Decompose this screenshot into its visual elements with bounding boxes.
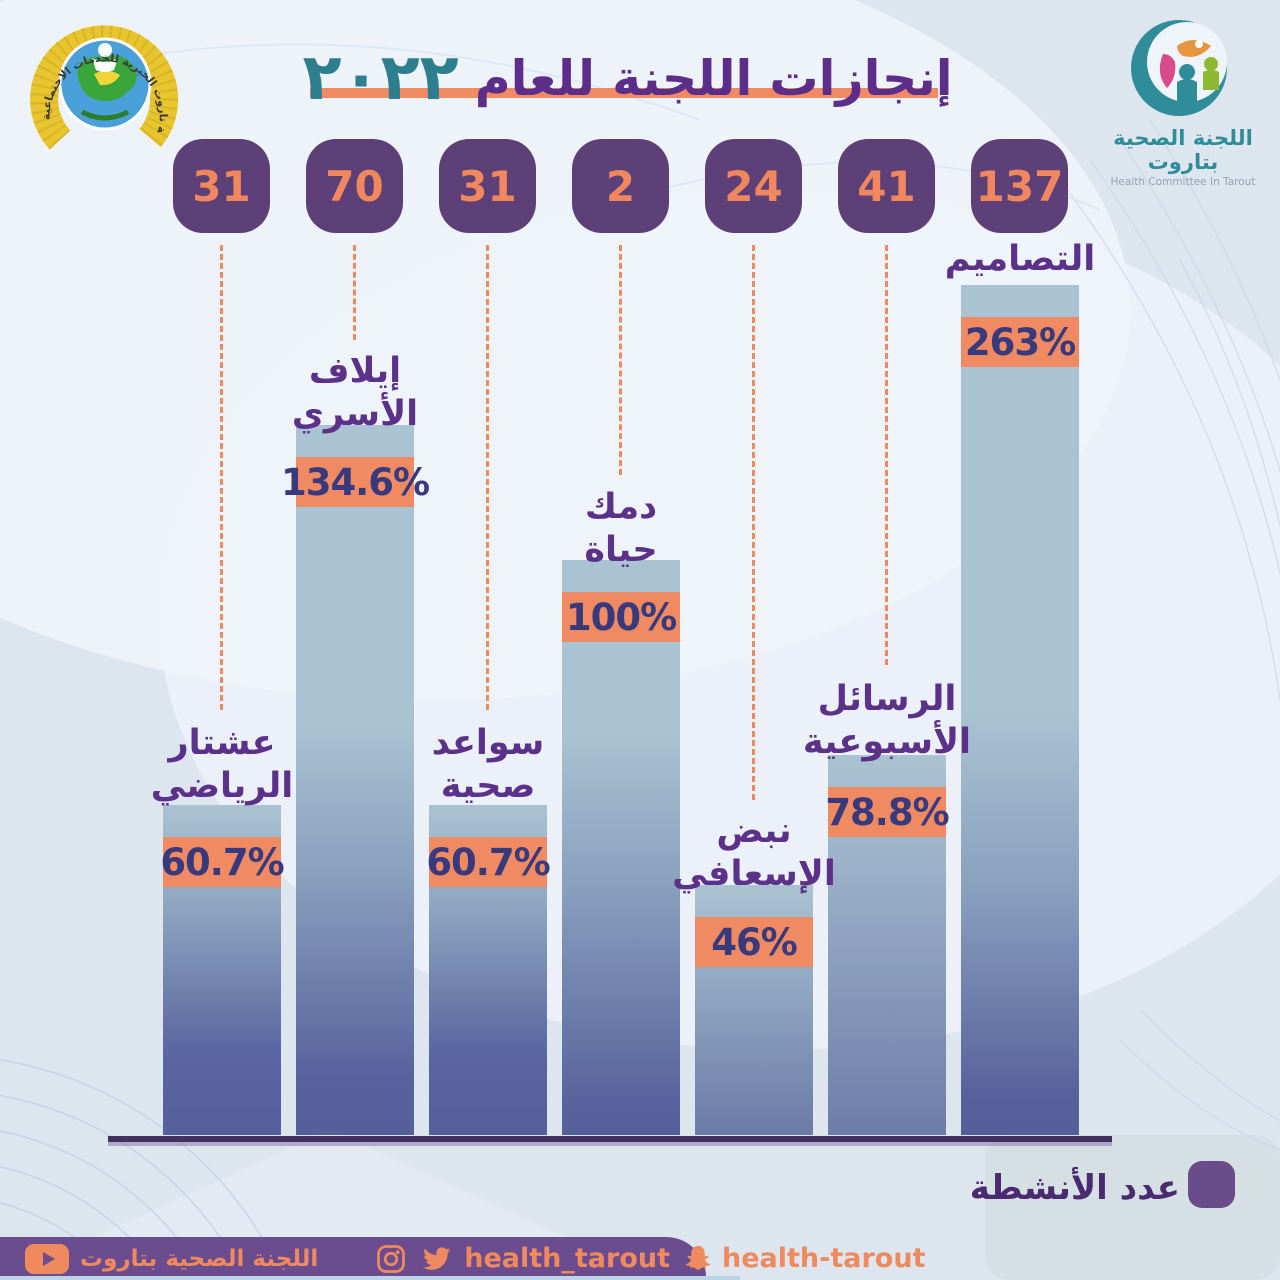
bar-blood-life: 100% bbox=[562, 560, 680, 1135]
connector-dash bbox=[885, 245, 888, 665]
legend-label: عدد الأنشطة bbox=[969, 1168, 1180, 1208]
connector-dash bbox=[353, 245, 356, 340]
count-value: 70 bbox=[325, 161, 384, 211]
bar-firstaid-pulse: 46% bbox=[695, 885, 813, 1135]
activity-count-badge: 41 bbox=[838, 139, 935, 233]
bottom-accent-strip bbox=[0, 1276, 740, 1280]
count-value: 2 bbox=[605, 161, 636, 211]
percent-value: 263% bbox=[964, 320, 1076, 364]
activity-count-badge: 137 bbox=[971, 139, 1068, 233]
connector-dash bbox=[220, 245, 223, 710]
charity-society-logo: جمعية تاروت الخيرية للخدمات الاجتماعية bbox=[22, 12, 179, 150]
bar-label: دمك حياة bbox=[584, 487, 658, 570]
snapchat-icon[interactable] bbox=[682, 1243, 714, 1275]
count-value: 31 bbox=[192, 161, 251, 211]
percent-band: 60.7% bbox=[426, 837, 551, 887]
bar-label: نبض الإسعافي bbox=[672, 811, 836, 894]
bar-ilaf-family: 134.6% bbox=[281, 425, 430, 1135]
bar-weekly-messages: 78.8% bbox=[825, 755, 950, 1135]
footer-channel-name: اللجنة الصحية بتاروت bbox=[80, 1245, 319, 1272]
legend-swatch bbox=[1188, 1161, 1235, 1208]
activity-count-badge: 24 bbox=[705, 139, 802, 233]
percent-value: 60.7% bbox=[426, 840, 550, 884]
connector-dash bbox=[486, 245, 489, 710]
x-axis-line bbox=[108, 1136, 1112, 1142]
health-committee-name-en: Health Committee In Tarout bbox=[1110, 176, 1256, 188]
count-value: 41 bbox=[857, 161, 916, 211]
bar-label: الرسائل الأسبوعية bbox=[802, 679, 972, 762]
count-value: 24 bbox=[724, 161, 783, 211]
youtube-icon[interactable] bbox=[24, 1243, 70, 1275]
connector-dash bbox=[619, 245, 622, 475]
percent-band: 100% bbox=[562, 592, 680, 642]
percent-value: 134.6% bbox=[280, 460, 430, 504]
percent-value: 78.8% bbox=[825, 790, 949, 834]
activity-count-badge: 70 bbox=[306, 139, 403, 233]
count-value: 31 bbox=[458, 161, 517, 211]
percent-value: 100% bbox=[565, 595, 677, 639]
health-committee-name-ar: اللجنة الصحية بتاروت bbox=[1113, 126, 1253, 174]
bar-label: عشتار الرياضي bbox=[150, 723, 294, 806]
connector-dash bbox=[752, 245, 755, 800]
bar-label: إيلاف الأسري bbox=[291, 351, 419, 434]
bar-label: التصاميم bbox=[944, 239, 1096, 279]
snapchat-handle[interactable]: health-tarout bbox=[722, 1243, 926, 1274]
percent-band: 60.7% bbox=[160, 837, 285, 887]
twitter-handle[interactable]: health_tarout bbox=[464, 1243, 671, 1274]
health-committee-logo-mark bbox=[1131, 20, 1227, 116]
activity-count-badge: 2 bbox=[572, 139, 669, 233]
social-footer-bar: اللجنة الصحية بتاروت health_tarout healt… bbox=[0, 1237, 925, 1280]
bar-ishtar-sports: 60.7% bbox=[160, 805, 285, 1135]
title-underline bbox=[310, 88, 938, 98]
percent-band: 78.8% bbox=[825, 787, 950, 837]
percent-band: 134.6% bbox=[281, 457, 430, 507]
activity-count-badge: 31 bbox=[439, 139, 536, 233]
bar-health-arms: 60.7% bbox=[426, 805, 551, 1135]
activity-count-badge: 31 bbox=[173, 139, 270, 233]
bar-designs: 263% bbox=[961, 285, 1079, 1135]
title-text: إنجازات اللجنة للعام bbox=[474, 49, 953, 107]
percent-band: 46% bbox=[695, 917, 813, 967]
percent-value: 46% bbox=[711, 920, 798, 964]
bar-label: سواعد صحية bbox=[431, 723, 545, 806]
count-value: 137 bbox=[975, 161, 1064, 211]
instagram-icon[interactable] bbox=[376, 1244, 406, 1274]
percent-band: 263% bbox=[961, 317, 1079, 367]
health-committee-logo: اللجنة الصحية بتاروت Health Committee In… bbox=[1098, 16, 1268, 188]
title-year: ٢٠٢٢ bbox=[302, 41, 459, 115]
page-title: ٢٠٢٢ إنجازات اللجنة للعام bbox=[302, 36, 953, 120]
twitter-icon[interactable] bbox=[418, 1244, 454, 1274]
percent-value: 60.7% bbox=[160, 840, 284, 884]
